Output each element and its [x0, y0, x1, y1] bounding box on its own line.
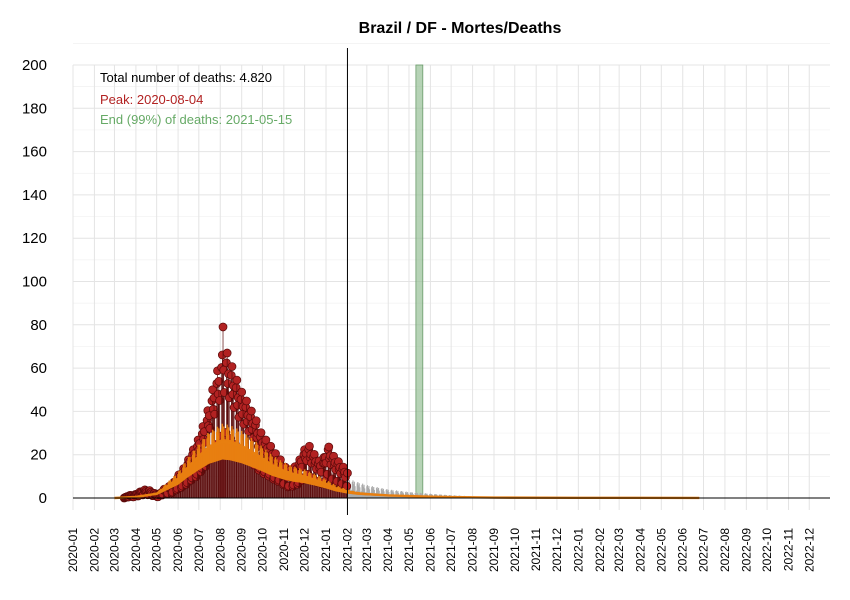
x-tick-label: 2021-05	[402, 528, 416, 572]
x-tick-label: 2022-03	[612, 528, 626, 572]
x-tick-label: 2020-05	[150, 528, 164, 572]
x-tick-label: 2021-08	[466, 528, 480, 572]
observed-point	[227, 362, 237, 371]
x-tick-label: 2021-09	[487, 528, 501, 572]
x-tick-label: 2022-09	[739, 528, 753, 572]
x-tick-label: 2020-09	[235, 528, 249, 572]
grid	[72, 42, 830, 510]
observed-point	[266, 441, 276, 451]
y-tick-label: 160	[22, 144, 47, 161]
observed-point	[261, 435, 271, 445]
x-tick-label: 2021-02	[340, 528, 354, 572]
x-tick-label: 2020-08	[213, 528, 227, 572]
annotation-peak: Peak: 2020-08-04	[100, 92, 203, 107]
x-tick-label: 2020-04	[129, 528, 143, 572]
x-tick-label: 2020-01	[66, 528, 80, 572]
y-tick-label: 140	[22, 187, 47, 204]
x-tick-label: 2022-05	[654, 528, 668, 572]
x-tick-label: 2020-06	[171, 528, 185, 572]
x-tick-label: 2020-12	[298, 528, 312, 572]
x-tick-label: 2020-02	[87, 528, 101, 572]
observed-point	[251, 416, 261, 426]
observed-series	[119, 322, 352, 503]
x-tick-label: 2021-03	[360, 528, 374, 572]
x-tick-label: 2022-12	[802, 528, 816, 572]
y-tick-label: 20	[30, 447, 47, 464]
annotation-total: Total number of deaths: 4.820	[100, 70, 272, 85]
chart-title: Brazil / DF - Mortes/Deaths	[359, 20, 562, 37]
y-tick-label: 120	[22, 230, 47, 247]
observed-point	[324, 442, 334, 452]
annotation-end: End (99%) of deaths: 2021-05-15	[100, 112, 292, 127]
observed-point	[226, 370, 236, 380]
x-tick-label: 2021-01	[319, 528, 333, 572]
y-axis-ticks: 0 20 40 60 80 100 120 140 160 180 200	[22, 57, 47, 507]
x-tick-label: 2020-03	[107, 528, 121, 572]
x-tick-label: 2022-08	[718, 528, 732, 572]
x-tick-label: 2021-06	[423, 528, 437, 572]
y-tick-label: 60	[30, 360, 47, 377]
fit-line	[114, 440, 700, 500]
x-tick-label: 2022-11	[782, 528, 796, 571]
x-tick-label: 2022-02	[593, 528, 607, 572]
x-tick-label: 2020-07	[192, 528, 206, 572]
x-axis-ticks: 2020-01 2020-02 2020-03 2020-04 2020-05 2020-…	[66, 528, 816, 572]
x-tick-label: 2020-10	[255, 528, 269, 572]
x-tick-label: 2022-07	[696, 528, 710, 572]
x-tick-label: 2021-12	[550, 528, 564, 572]
observed-point	[256, 428, 266, 438]
observed-point	[237, 387, 247, 397]
x-tick-label: 2022-06	[676, 528, 690, 572]
x-tick-label: 2021-11	[529, 528, 543, 571]
observed-point	[232, 375, 242, 385]
observed-point	[222, 348, 232, 358]
observed-point	[218, 322, 228, 332]
observed-point	[242, 396, 251, 406]
end-band	[415, 64, 424, 499]
x-tick-label: 2022-01	[571, 528, 585, 572]
x-tick-label: 2022-04	[634, 528, 648, 572]
y-tick-label: 80	[30, 317, 47, 334]
y-tick-label: 180	[22, 100, 47, 117]
y-tick-label: 40	[30, 403, 47, 420]
observed-point	[247, 406, 256, 416]
axes	[73, 48, 830, 515]
y-tick-label: 0	[39, 490, 47, 507]
x-tick-label: 2020-11	[277, 528, 291, 571]
x-tick-label: 2021-10	[508, 528, 522, 572]
y-tick-label: 200	[22, 57, 47, 74]
observed-point	[305, 441, 314, 451]
x-tick-label: 2022-10	[760, 528, 774, 572]
x-tick-label: 2021-04	[381, 528, 395, 572]
y-tick-label: 100	[22, 274, 47, 291]
x-tick-label: 2021-07	[444, 528, 458, 572]
